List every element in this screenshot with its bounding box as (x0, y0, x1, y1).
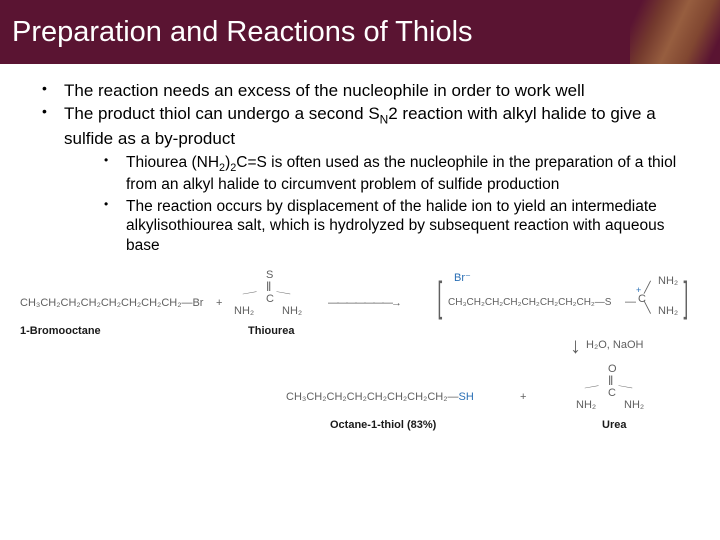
content-area: The reaction needs an excess of the nucl… (0, 64, 720, 493)
reaction-arrow: ———————→ (328, 297, 400, 309)
urea-bond-l: ／ (582, 377, 600, 396)
sb1-pre: Thiourea (NH (126, 154, 219, 171)
plus-2: + (520, 391, 526, 403)
bullet-2: The product thiol can undergo a second S… (42, 103, 690, 255)
bullet-1: The reaction needs an excess of the nucl… (42, 80, 690, 101)
bullet-2-pre: The product thiol can undergo a second S (64, 104, 380, 123)
alkyl-halide-label: 1-Bromooctane (20, 325, 101, 337)
int-nh2-t: NH₂ (658, 275, 678, 287)
product-label: Octane-1-thiol (83%) (330, 419, 436, 431)
thiourea-dbl: ‖ (266, 279, 271, 294)
br-minus: Br⁻ (454, 271, 471, 284)
bullet-1-text: The reaction needs an excess of the nucl… (64, 81, 585, 100)
title-bar: Preparation and Reactions of Thiols (0, 0, 720, 64)
bracket-l: [ (438, 273, 443, 321)
int-bond-u: ╱ (644, 281, 651, 294)
thiourea-label: Thiourea (248, 325, 294, 337)
int-dash: — (625, 296, 636, 308)
conditions: H₂O, NaOH (586, 339, 643, 351)
int-nh2-b: NH₂ (658, 305, 678, 317)
sub-bullet-1: Thiourea (NH2)2C=S is often used as the … (104, 153, 690, 195)
int-plus: + (636, 285, 641, 295)
thiourea-bond-r: ＼ (274, 283, 292, 302)
plus-1: + (216, 297, 222, 309)
slide-title: Preparation and Reactions of Thiols (12, 16, 473, 49)
alkyl-halide-formula: CH₃CH₂CH₂CH₂CH₂CH₂CH₂CH₂—Br (20, 297, 203, 309)
thiourea-nh2-l: NH₂ (234, 305, 254, 317)
urea-nh2-l: NH₂ (576, 399, 596, 411)
int-chain: CH₃CH₂CH₂CH₂CH₂CH₂CH₂CH₂—S (448, 297, 611, 308)
sb2-text: The reaction occurs by displacement of t… (126, 198, 665, 254)
reaction-diagram: CH₃CH₂CH₂CH₂CH₂CH₂CH₂CH₂—Br 1-Bromooctan… (30, 263, 690, 493)
bullet-2-sub: N (380, 113, 389, 127)
urea-nh2-r: NH₂ (624, 399, 644, 411)
down-arrow: ↓ (570, 333, 581, 359)
bracket-r: ] (684, 273, 689, 321)
int-bond-d: ╲ (644, 301, 651, 314)
thiourea-nh2-r: NH₂ (282, 305, 302, 317)
sub-bullet-list: Thiourea (NH2)2C=S is often used as the … (64, 153, 690, 255)
urea-c: C (608, 387, 616, 399)
urea-dbl: ‖ (608, 373, 613, 388)
thiourea-c: C (266, 293, 274, 305)
sub-bullet-2: The reaction occurs by displacement of t… (104, 197, 690, 255)
product-chain: CH₃CH₂CH₂CH₂CH₂CH₂CH₂CH₂—SHCH₃CH₂CH₂CH₂C… (286, 391, 474, 403)
thiourea-bond-l: ／ (240, 283, 258, 302)
urea-bond-r: ＼ (616, 377, 634, 396)
urea-label: Urea (602, 419, 626, 431)
bullet-list: The reaction needs an excess of the nucl… (30, 80, 690, 255)
